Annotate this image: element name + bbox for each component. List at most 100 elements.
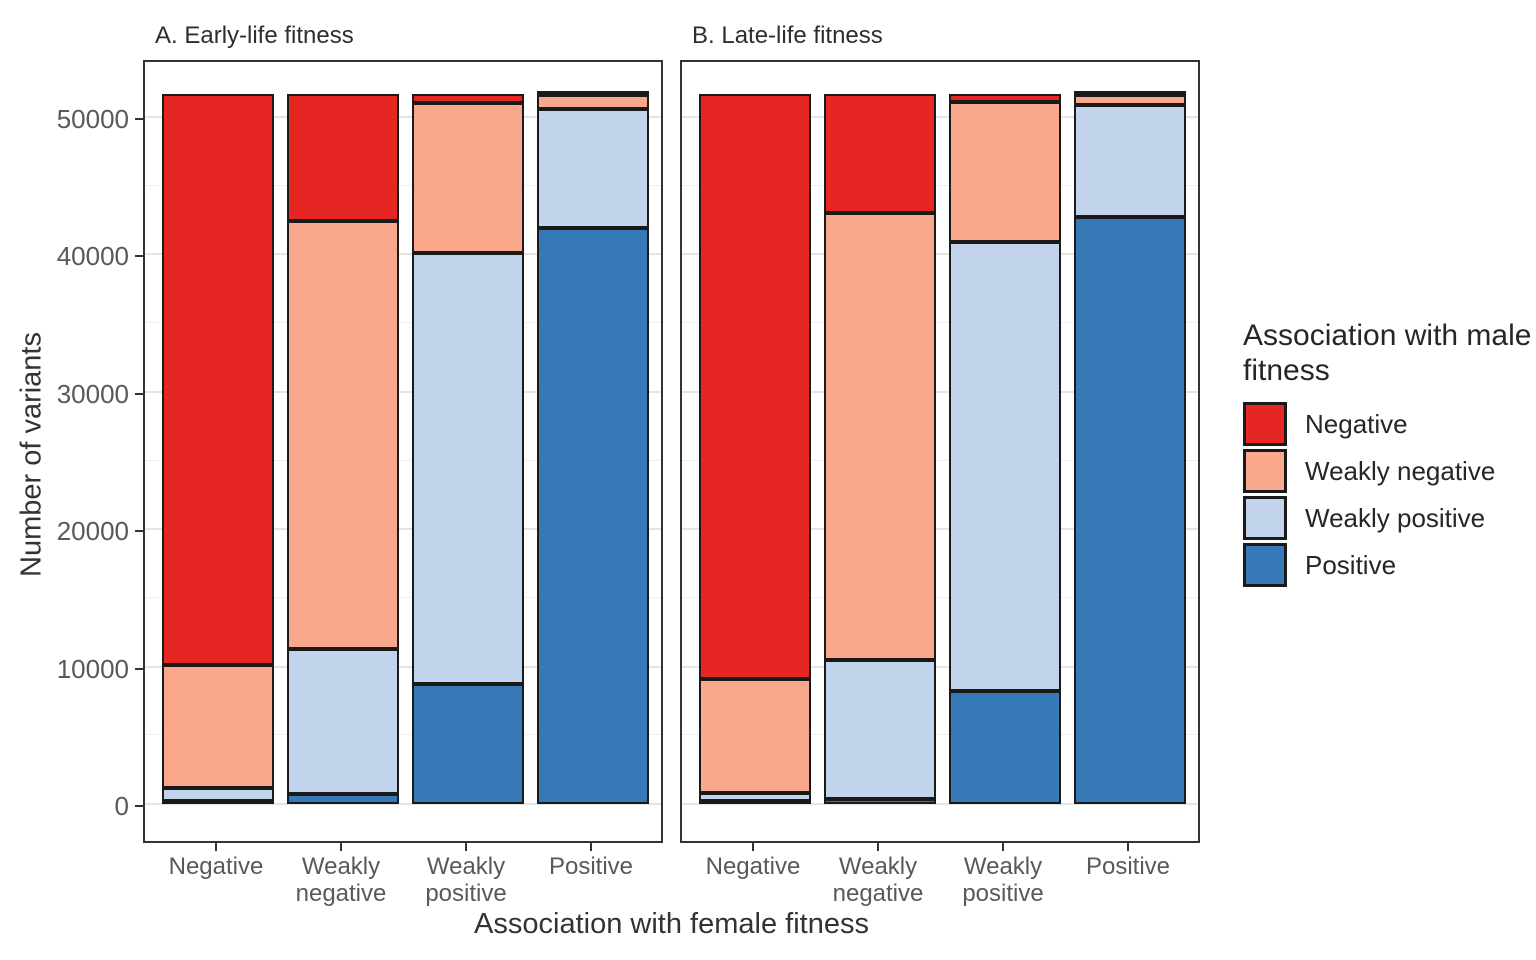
bar-segment (1074, 91, 1186, 96)
bar-segment (699, 793, 811, 802)
bar-segment (412, 253, 524, 685)
major-gridline (682, 665, 1198, 668)
y-tick-label: 20000 (56, 516, 129, 547)
major-gridline (145, 390, 661, 393)
x-tick-label: Positive (548, 853, 634, 880)
x-axis-title: Association with female fitness (474, 908, 869, 940)
minor-gridline (145, 322, 661, 324)
legend-label: Weakly negative (1305, 455, 1496, 486)
panel-b-title: B. Late-life fitness (692, 22, 883, 49)
bar-segment (537, 91, 649, 96)
bar-segment (699, 93, 811, 679)
minor-gridline (145, 184, 661, 186)
x-tick-label: Weakly negative (832, 853, 924, 907)
y-tick-label: 0 (114, 791, 129, 821)
legend-label: Positive (1305, 549, 1397, 580)
y-axis-tick (135, 805, 143, 807)
y-tick-label: 50000 (56, 104, 129, 134)
major-gridline (145, 116, 661, 118)
bar-segment (949, 101, 1061, 243)
legend-item: Weakly positive (1243, 496, 1533, 540)
bar-segment (1074, 217, 1186, 804)
major-gridline (145, 803, 661, 805)
x-axis-tick (340, 843, 342, 851)
major-gridline (145, 528, 661, 531)
x-axis-tick (1127, 843, 1129, 851)
legend-item: Negative (1243, 402, 1533, 446)
bar-segment (162, 665, 274, 788)
x-tick-label: Negative (168, 853, 264, 880)
minor-gridline (145, 596, 661, 598)
minor-gridline (145, 459, 661, 461)
bar-segment (824, 213, 936, 660)
x-axis-tick (877, 843, 879, 851)
bar-segment (287, 794, 399, 804)
bar-segment (1074, 104, 1186, 218)
y-axis-tick (135, 118, 143, 120)
x-axis-tick (1002, 843, 1004, 851)
bar-segment (412, 103, 524, 254)
bar-segment (824, 93, 936, 214)
x-tick-label: Positive (1085, 853, 1171, 880)
y-axis-title: Number of variants (15, 332, 48, 577)
bar-segment (162, 787, 274, 802)
legend-swatch-negative (1243, 402, 1287, 446)
legend-swatch-weakly-positive (1243, 496, 1287, 540)
major-gridline (682, 253, 1198, 256)
x-axis-tick (752, 843, 754, 851)
bar-segment (287, 93, 399, 222)
y-tick-label: 40000 (56, 241, 129, 272)
y-axis-tick (135, 392, 143, 395)
y-axis-tick (135, 667, 143, 670)
bar-segment (287, 221, 399, 649)
y-axis-tick (135, 530, 143, 533)
bar-segment (537, 228, 649, 804)
panel-a-plot-area (143, 60, 663, 843)
minor-gridline (145, 734, 661, 736)
legend-title: Association with male fitness (1243, 319, 1532, 387)
y-tick-label: 10000 (56, 653, 129, 684)
legend-items: Negative Weakly negative Weakly positive Po… (1243, 402, 1533, 587)
minor-gridline (682, 596, 1198, 598)
legend-item: Positive (1243, 543, 1533, 587)
legend-swatch-positive (1243, 543, 1287, 587)
major-gridline (682, 390, 1198, 393)
x-axis-tick (215, 843, 217, 851)
bar-segment (949, 691, 1061, 804)
bar-segment (162, 93, 274, 666)
minor-gridline (682, 322, 1198, 324)
major-gridline (682, 528, 1198, 531)
major-gridline (145, 665, 661, 668)
bar-segment (699, 678, 811, 794)
major-gridline (682, 803, 1198, 805)
legend-item: Weakly negative (1243, 449, 1533, 493)
bar-segment (824, 659, 936, 799)
legend-swatch-weakly-negative (1243, 449, 1287, 493)
y-axis-tick (135, 255, 143, 258)
legend-label: Weakly positive (1305, 502, 1486, 533)
bar-segment (949, 242, 1061, 692)
bar-segment (412, 684, 524, 804)
x-axis-tick (590, 843, 592, 851)
x-tick-label: Weakly negative (295, 853, 387, 907)
major-gridline (145, 253, 661, 256)
x-axis-tick (465, 843, 467, 851)
minor-gridline (682, 459, 1198, 461)
legend-label: Negative (1305, 408, 1408, 439)
x-tick-label: Negative (705, 853, 801, 880)
minor-gridline (682, 734, 1198, 736)
y-tick-label: 30000 (56, 378, 129, 409)
major-gridline (682, 116, 1198, 118)
panel-a-title: A. Early-life fitness (155, 22, 354, 49)
minor-gridline (682, 184, 1198, 186)
bar-segment (412, 93, 524, 104)
bar-segment (537, 108, 649, 229)
legend: Association with male fitness Negative We… (1243, 318, 1533, 590)
bar-segment (1074, 95, 1186, 105)
bar-segment (537, 95, 649, 109)
x-tick-label: Weakly positive (962, 853, 1044, 907)
bar-segment (824, 798, 936, 804)
bar-segment (949, 93, 1061, 102)
bar-segment (287, 648, 399, 795)
